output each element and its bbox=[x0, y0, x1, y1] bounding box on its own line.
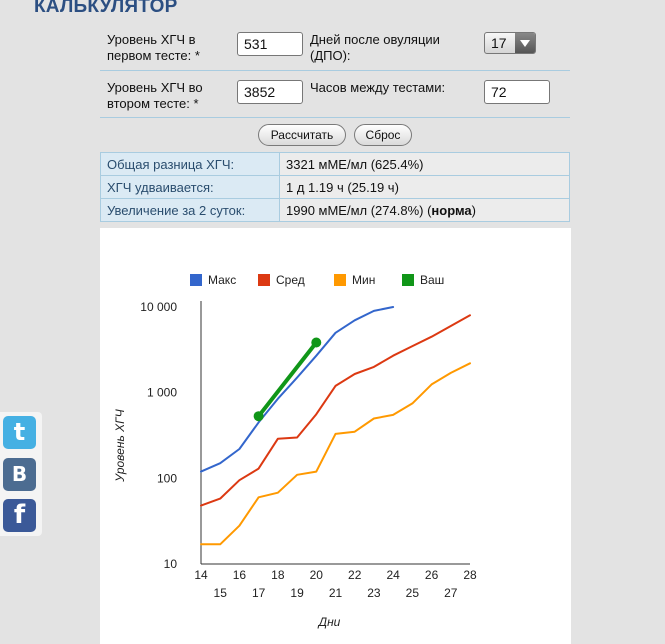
x-tick-label: 16 bbox=[233, 568, 247, 582]
facebook-icon[interactable]: f bbox=[3, 499, 36, 532]
hours-input[interactable] bbox=[484, 80, 550, 104]
legend-swatch bbox=[402, 274, 414, 286]
page-title: КАЛЬКУЛЯТОР bbox=[34, 0, 178, 17]
hcg-form: Уровень ХГЧ в первом тесте: * Дней после… bbox=[100, 24, 570, 118]
series-line-3 bbox=[200, 362, 471, 546]
y-tick-label: 10 000 bbox=[140, 300, 177, 314]
first-test-label: Уровень ХГЧ в первом тесте: * bbox=[107, 32, 200, 63]
x-tick-label: 25 bbox=[406, 586, 420, 600]
x-tick-label: 20 bbox=[310, 568, 324, 582]
vk-icon[interactable]: B bbox=[3, 458, 36, 491]
x-axis-title: Дни bbox=[317, 615, 341, 629]
dpo-select[interactable]: 17 bbox=[484, 32, 536, 54]
result-label: Увеличение за 2 суток: bbox=[100, 198, 280, 222]
x-tick-label: 19 bbox=[290, 586, 304, 600]
x-tick-label: 24 bbox=[386, 568, 400, 582]
second-test-label: Уровень ХГЧ во втором тесте: * bbox=[107, 80, 203, 111]
legend-label: Макс bbox=[208, 273, 236, 287]
x-tick-label: 28 bbox=[463, 568, 477, 582]
first-test-input[interactable] bbox=[237, 32, 303, 56]
x-tick-label: 26 bbox=[425, 568, 439, 582]
result-row: Общая разница ХГЧ: 3321 мМЕ/мл (625.4%) bbox=[100, 152, 570, 176]
x-tick-label: 18 bbox=[271, 568, 285, 582]
series-line-1 bbox=[200, 306, 395, 473]
reset-button[interactable]: Сброс bbox=[354, 124, 412, 146]
form-row-first-test: Уровень ХГЧ в первом тесте: * Дней после… bbox=[100, 24, 570, 71]
data-point bbox=[311, 337, 322, 348]
results-table: Общая разница ХГЧ: 3321 мМЕ/мл (625.4%) … bbox=[100, 152, 570, 222]
second-test-input[interactable] bbox=[237, 80, 303, 104]
result-value: 1990 мМЕ/мл (274.8%) (норма) bbox=[279, 198, 570, 222]
chevron-down-icon bbox=[515, 33, 535, 53]
result-label: Общая разница ХГЧ: bbox=[100, 152, 280, 176]
calculate-button[interactable]: Рассчитать bbox=[258, 124, 346, 146]
legend-label: Мин bbox=[352, 273, 375, 287]
form-row-second-test: Уровень ХГЧ во втором тесте: * Часов меж… bbox=[100, 71, 570, 118]
dpo-select-value: 17 bbox=[491, 35, 507, 51]
y-tick-label: 1 000 bbox=[147, 386, 177, 400]
data-point bbox=[253, 411, 264, 422]
result-value: 1 д 1.19 ч (25.19 ч) bbox=[279, 175, 570, 199]
series-line-4 bbox=[256, 340, 319, 419]
chart-svg: 10 100 1 000 10 000 14 16 18 20 22 24 26 28 15 17 19 21… bbox=[113, 273, 477, 629]
hours-label: Часов между тестами: bbox=[310, 80, 446, 95]
x-tick-label: 14 bbox=[194, 568, 208, 582]
legend-swatch bbox=[190, 274, 202, 286]
legend-label: Ваш bbox=[420, 273, 444, 287]
y-tick-label: 10 bbox=[164, 557, 178, 571]
result-row: Увеличение за 2 суток: 1990 мМЕ/мл (274.… bbox=[100, 198, 570, 222]
dpo-label: Дней после овуляции (ДПО): bbox=[310, 32, 440, 63]
x-tick-label: 17 bbox=[252, 586, 266, 600]
series-line-2 bbox=[200, 314, 471, 507]
status-norm: норма bbox=[431, 202, 472, 218]
legend-swatch bbox=[258, 274, 270, 286]
y-tick-label: 100 bbox=[157, 471, 177, 485]
x-tick-label: 21 bbox=[329, 586, 343, 600]
legend-swatch bbox=[334, 274, 346, 286]
social-bar: t B f bbox=[0, 412, 42, 536]
x-tick-label: 23 bbox=[367, 586, 381, 600]
x-tick-label: 22 bbox=[348, 568, 362, 582]
button-row: Рассчитать Сброс bbox=[0, 124, 665, 148]
twitter-icon[interactable]: t bbox=[3, 416, 36, 449]
result-row: ХГЧ удваивается: 1 д 1.19 ч (25.19 ч) bbox=[100, 175, 570, 199]
result-value: 3321 мМЕ/мл (625.4%) bbox=[279, 152, 570, 176]
x-tick-label: 15 bbox=[214, 586, 228, 600]
y-axis-title: Уровень ХГЧ bbox=[113, 408, 127, 482]
result-label: ХГЧ удваивается: bbox=[100, 175, 280, 199]
hcg-chart: 10 100 1 000 10 000 14 16 18 20 22 24 26 28 15 17 19 21… bbox=[100, 228, 571, 644]
legend-label: Сред bbox=[276, 273, 305, 287]
x-tick-label: 27 bbox=[444, 586, 458, 600]
